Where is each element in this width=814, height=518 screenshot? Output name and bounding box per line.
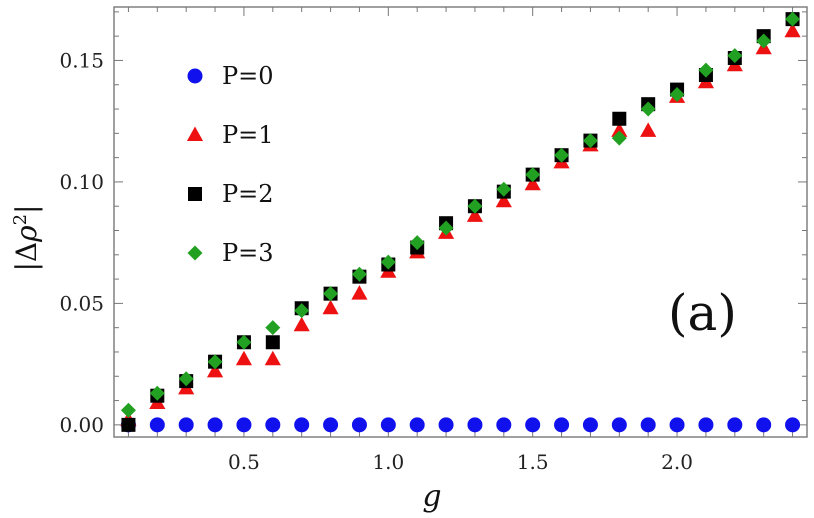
legend: P=0 P=1 P=2 P=3 (186, 62, 274, 267)
data-point (178, 417, 194, 433)
data-point (467, 198, 483, 214)
data-point (323, 286, 339, 302)
data-point (351, 417, 367, 433)
data-point (409, 235, 425, 251)
data-point (495, 192, 512, 208)
data-point (120, 402, 136, 418)
data-point (207, 354, 223, 370)
data-point (149, 385, 165, 401)
data-point (785, 417, 801, 433)
data-point (525, 417, 541, 433)
data-point (207, 417, 223, 433)
data-point (698, 62, 714, 78)
series-circle (120, 417, 801, 433)
y-tick-label: 0.15 (59, 48, 104, 72)
data-point (640, 101, 656, 117)
legend-marker (188, 187, 202, 201)
data-point (121, 417, 136, 432)
data-point (784, 22, 801, 38)
data-point (323, 417, 339, 433)
legend-label: P=3 (222, 239, 274, 267)
data-point (351, 285, 368, 300)
data-point (206, 362, 224, 378)
data-point (294, 303, 310, 319)
data-point (582, 133, 598, 149)
data-point (611, 417, 627, 433)
data-point (524, 175, 541, 191)
data-point (554, 417, 570, 433)
data-point (294, 417, 310, 433)
legend-label: P=0 (222, 62, 274, 90)
points-layer (120, 11, 801, 433)
legend-item: P=2 (188, 180, 274, 208)
series-diamond (120, 11, 801, 418)
legend-label: P=1 (222, 121, 274, 149)
x-tick-label: 1.5 (517, 450, 549, 474)
data-point (756, 33, 772, 49)
data-point (756, 417, 772, 433)
data-point (236, 334, 252, 350)
ticks-layer: 0.5 1.0 1.5 2.0 0.00 0.05 0.10 0.15 (59, 7, 807, 474)
data-point (669, 86, 685, 102)
legend-item: P=1 (186, 121, 274, 149)
y-tick-label: 0.10 (59, 170, 104, 194)
data-point (264, 350, 281, 366)
x-axis-label: g (422, 479, 441, 514)
data-point (265, 320, 281, 336)
data-point (612, 111, 627, 126)
y-tick-label: 0.05 (59, 291, 104, 315)
data-point (293, 316, 310, 332)
data-point (351, 266, 367, 282)
data-point (322, 299, 339, 315)
y-tick-label: 0.00 (59, 413, 104, 437)
data-point (178, 371, 194, 387)
data-point (640, 417, 656, 433)
x-tick-label: 2.0 (661, 450, 693, 474)
svg-text:|Δρ2|: |Δρ2| (10, 204, 43, 271)
x-tick-label: 0.5 (228, 450, 260, 474)
data-point (496, 417, 512, 433)
legend-marker (187, 68, 203, 84)
data-point (669, 417, 685, 433)
data-point (640, 122, 657, 137)
data-point (727, 417, 743, 433)
legend-label: P=2 (222, 180, 274, 208)
data-point (438, 417, 454, 433)
data-point (149, 417, 165, 433)
x-tick-label: 1.0 (372, 450, 404, 474)
data-point (236, 417, 252, 433)
data-point (467, 417, 483, 433)
legend-marker (187, 245, 203, 261)
data-point (409, 417, 425, 433)
y-axis-label: |Δρ2| (10, 204, 43, 271)
legend-marker (186, 126, 204, 141)
legend-item: P=0 (187, 62, 274, 90)
data-point (611, 122, 628, 137)
legend-item: P=3 (187, 239, 274, 267)
data-point (466, 207, 484, 222)
data-point (235, 350, 253, 366)
data-point (525, 167, 541, 183)
data-point (698, 417, 714, 433)
data-point (496, 181, 512, 197)
data-point (265, 335, 280, 350)
data-point (582, 417, 598, 433)
data-point (438, 220, 454, 236)
data-point (380, 417, 396, 433)
data-point (554, 147, 570, 163)
data-point (380, 254, 396, 270)
data-point (727, 48, 743, 64)
plot-frame (113, 6, 808, 438)
data-point (265, 417, 281, 433)
series-triangle (120, 22, 801, 426)
data-point (785, 11, 801, 27)
data-point (611, 130, 627, 146)
panel-label: (a) (668, 284, 737, 342)
